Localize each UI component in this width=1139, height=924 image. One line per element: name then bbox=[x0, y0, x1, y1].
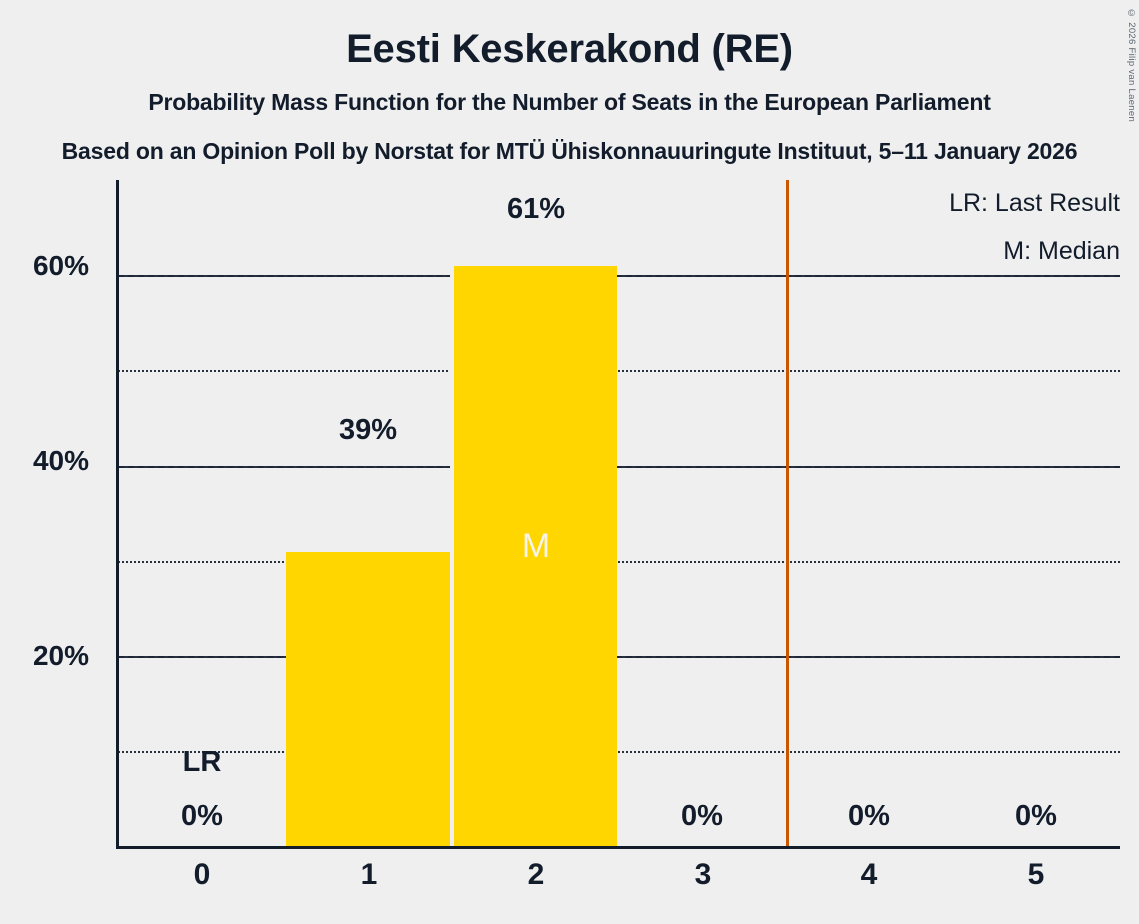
y-axis bbox=[116, 180, 119, 847]
copyright-notice: © 2026 Filip van Laenen bbox=[1126, 8, 1137, 123]
xtick-label-1: 1 bbox=[360, 858, 378, 891]
bar-value-label-3: 0% bbox=[681, 800, 723, 832]
ytick-label-60: 60% bbox=[32, 250, 89, 281]
ytick-label-20: 20% bbox=[32, 640, 89, 671]
ytick-label-40: 40% bbox=[32, 445, 89, 476]
x-axis bbox=[116, 846, 1120, 849]
gridline-50 bbox=[118, 370, 1120, 372]
median-marker: M bbox=[521, 527, 551, 565]
gridline-60 bbox=[118, 275, 1120, 277]
legend-median: M: Median bbox=[1003, 237, 1120, 265]
bar-value-label-4: 0% bbox=[848, 800, 890, 832]
bar-value-label-2: 61% bbox=[506, 193, 566, 225]
last-result-line bbox=[786, 180, 789, 847]
plot-area: 20% 40% 60% 39% 61% 0% 0% 0% 0% LR M LR:… bbox=[33, 180, 1120, 891]
xtick-label-3: 3 bbox=[694, 858, 712, 891]
legend-last-result: LR: Last Result bbox=[949, 189, 1120, 217]
gridline-30 bbox=[118, 561, 1120, 563]
xtick-label-4: 4 bbox=[860, 858, 878, 891]
bar-value-label-0: 0% bbox=[181, 800, 223, 832]
xtick-label-2: 2 bbox=[527, 858, 545, 891]
last-result-marker: LR bbox=[182, 746, 222, 778]
chart-subtitle: Probability Mass Function for the Number… bbox=[148, 89, 991, 115]
chart-source-subtitle: Based on an Opinion Poll by Norstat for … bbox=[61, 138, 1078, 164]
bar-value-label-5: 0% bbox=[1015, 800, 1057, 832]
bar-2[interactable] bbox=[454, 266, 617, 847]
xtick-label-5: 5 bbox=[1027, 858, 1045, 891]
gridline-10 bbox=[118, 751, 1120, 753]
page-title: Eesti Keskerakond (RE) bbox=[346, 27, 793, 71]
gridline-40 bbox=[118, 466, 1120, 468]
bar-1[interactable] bbox=[286, 552, 450, 847]
bar-separator bbox=[450, 266, 454, 847]
xtick-label-0: 0 bbox=[193, 858, 211, 891]
bar-value-label-1: 39% bbox=[338, 414, 398, 446]
gridline-20 bbox=[118, 656, 1120, 658]
